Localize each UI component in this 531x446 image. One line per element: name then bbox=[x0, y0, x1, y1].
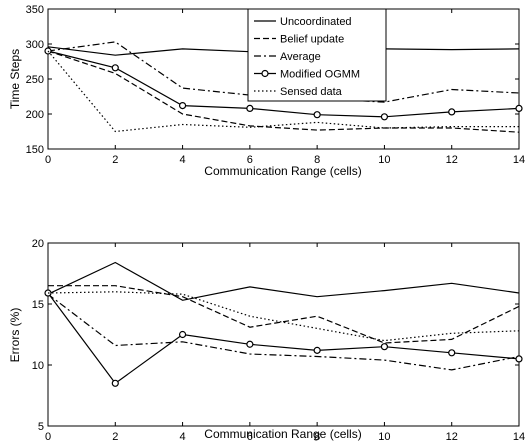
series-point-4 bbox=[448, 349, 456, 357]
series-point-4 bbox=[313, 111, 321, 119]
series-point-4 bbox=[515, 355, 523, 363]
x-axis-label: Communication Range (cells) bbox=[204, 164, 361, 178]
x-tick-label: 0 bbox=[45, 431, 51, 441]
y-axis-ticks: 5 10 15 20 bbox=[32, 238, 519, 433]
series-point-4 bbox=[44, 289, 52, 297]
legend-label: Average bbox=[280, 51, 321, 63]
series-line-4 bbox=[47, 50, 520, 118]
x-tick-label: 14 bbox=[513, 431, 525, 441]
series-line-4 bbox=[47, 292, 520, 385]
x-tick-label: 2 bbox=[112, 431, 118, 441]
x-tick-label: 4 bbox=[180, 431, 186, 441]
x-tick-label: 4 bbox=[180, 154, 186, 166]
x-tick-label: 12 bbox=[446, 154, 458, 166]
x-tick-label: 6 bbox=[247, 154, 253, 166]
series-point-4 bbox=[246, 340, 254, 348]
series-point-4 bbox=[178, 330, 187, 339]
series-line-2 bbox=[47, 50, 520, 133]
series-point-4 bbox=[178, 101, 187, 110]
y-axis-ticks: 150 200 250 300 350 bbox=[26, 4, 519, 156]
series-point-4 bbox=[515, 104, 523, 113]
x-axis-label: Communication Range (cells) bbox=[204, 427, 361, 441]
x-tick-label: 10 bbox=[378, 154, 390, 166]
legend-box bbox=[247, 8, 387, 102]
series-line-5 bbox=[47, 291, 520, 342]
series-point-4 bbox=[111, 379, 119, 387]
y-tick-label: 10 bbox=[32, 360, 44, 372]
x-tick-label: 12 bbox=[446, 431, 458, 441]
series-point-4 bbox=[380, 113, 389, 121]
x-axis-ticks: 0 2 4 6 8 10 12 14 bbox=[45, 243, 525, 443]
plot-area-frame bbox=[47, 242, 520, 427]
series-point-4 bbox=[313, 346, 321, 354]
series-line-2 bbox=[48, 285, 520, 344]
series-line-3 bbox=[47, 293, 520, 371]
series-point-4 bbox=[111, 64, 119, 72]
y-tick-label: 200 bbox=[26, 109, 44, 121]
legend-label: Modified OGMM bbox=[280, 69, 360, 81]
legend-label: Belief update bbox=[280, 34, 344, 46]
x-tick-label: 2 bbox=[112, 154, 118, 166]
y-tick-label: 15 bbox=[32, 299, 44, 311]
series-line-1 bbox=[47, 261, 520, 301]
x-tick-label: 0 bbox=[45, 154, 51, 166]
series-point-4 bbox=[246, 104, 254, 113]
x-tick-label: 10 bbox=[378, 431, 390, 441]
y-tick-label: 150 bbox=[26, 144, 44, 156]
x-tick-label: 8 bbox=[314, 431, 320, 441]
legend: Uncoordinated Belief update Average Modifie… bbox=[247, 8, 387, 102]
y-tick-label: 350 bbox=[26, 4, 44, 16]
y-axis-label: Time Steps bbox=[8, 49, 22, 109]
time-steps-chart: 150 200 250 300 350 0 2 4 6 8 10 12 14 Communicatio… bbox=[8, 4, 525, 178]
y-axis-label: Errors (%) bbox=[8, 308, 22, 363]
legend-label: Uncoordinated bbox=[280, 16, 352, 28]
series-point-4 bbox=[380, 343, 389, 351]
x-axis-ticks: 0 2 4 6 8 10 12 14 bbox=[45, 9, 525, 166]
x-tick-label: 8 bbox=[314, 154, 320, 166]
y-tick-label: 20 bbox=[32, 238, 44, 250]
series-point-4 bbox=[448, 108, 456, 116]
errors-chart: 5 10 15 20 0 2 4 6 8 10 12 14 Communication Range … bbox=[8, 238, 525, 443]
series-line-5 bbox=[47, 50, 519, 133]
series-layer bbox=[44, 261, 523, 387]
y-tick-label: 250 bbox=[26, 74, 44, 86]
x-tick-label: 6 bbox=[247, 431, 253, 441]
legend-label: Sensed data bbox=[280, 86, 343, 98]
y-tick-label: 5 bbox=[38, 421, 44, 433]
y-tick-label: 300 bbox=[26, 39, 44, 51]
legend-marker bbox=[261, 69, 269, 78]
x-tick-label: 14 bbox=[513, 154, 525, 166]
